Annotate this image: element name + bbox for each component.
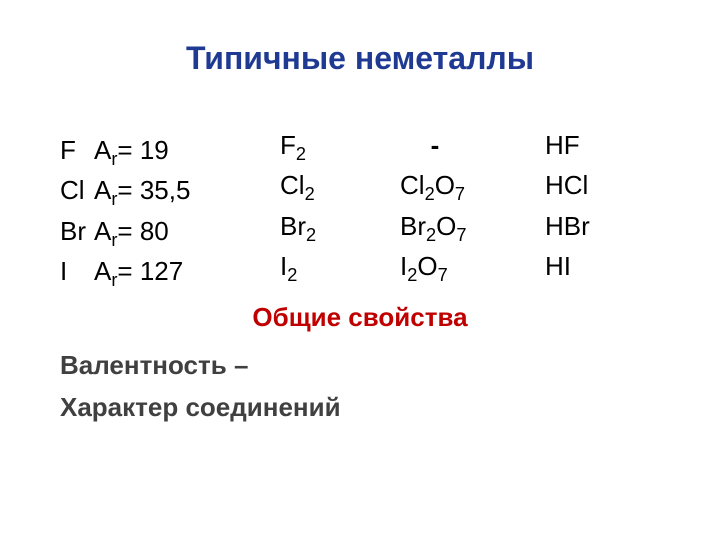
ox-b2: O bbox=[436, 211, 456, 241]
atomic-mass-row: ClAr= 35,5 bbox=[60, 170, 190, 210]
element-symbol: I bbox=[60, 251, 94, 291]
hydride-row: HCl bbox=[545, 165, 590, 205]
molecule-row: I2 bbox=[280, 246, 316, 286]
oxide-row: Cl2O7 bbox=[400, 165, 470, 205]
atomic-mass-row: BrAr= 80 bbox=[60, 211, 190, 251]
mol-base: Br bbox=[280, 211, 306, 241]
subheading: Общие свойства bbox=[0, 302, 720, 333]
slide-title: Типичные неметаллы bbox=[0, 40, 720, 77]
ar-value: 127 bbox=[140, 256, 183, 286]
mol-sub: 2 bbox=[287, 265, 297, 285]
mol-sub: 2 bbox=[296, 144, 306, 164]
mol-sub: 2 bbox=[305, 184, 315, 204]
property-compound-nature: Характер соединений bbox=[60, 392, 341, 423]
molecules-column: F2 Cl2 Br2 I2 bbox=[280, 125, 316, 286]
ar-label-sub: r bbox=[111, 149, 117, 169]
ar-label-sub: r bbox=[111, 270, 117, 290]
ox-s1: 2 bbox=[425, 184, 435, 204]
ar-label-sub: r bbox=[111, 189, 117, 209]
hydride-row: HI bbox=[545, 246, 590, 286]
ar-label-base: A bbox=[94, 256, 111, 286]
mol-sub: 2 bbox=[306, 225, 316, 245]
mol-base: F bbox=[280, 130, 296, 160]
hydrides-column: HF HCl HBr HI bbox=[545, 125, 590, 286]
ox-b1: Cl bbox=[400, 170, 425, 200]
oxide-row: Br2O7 bbox=[400, 206, 470, 246]
ox-s1: 2 bbox=[407, 265, 417, 285]
molecule-row: F2 bbox=[280, 125, 316, 165]
ox-b2: O bbox=[435, 170, 455, 200]
hydride-row: HBr bbox=[545, 206, 590, 246]
ox-b1: Br bbox=[400, 211, 426, 241]
ox-s2: 7 bbox=[455, 184, 465, 204]
oxide-row: - bbox=[400, 125, 470, 165]
element-symbol: F bbox=[60, 130, 94, 170]
atomic-mass-column: FAr= 19 ClAr= 35,5 BrAr= 80 IAr= 127 bbox=[60, 130, 190, 291]
atomic-mass-row: FAr= 19 bbox=[60, 130, 190, 170]
ar-label-sub: r bbox=[111, 230, 117, 250]
ar-label-base: A bbox=[94, 135, 111, 165]
atomic-mass-row: IAr= 127 bbox=[60, 251, 190, 291]
property-valency: Валентность – bbox=[60, 350, 248, 381]
oxides-column: - Cl2O7 Br2O7 I2O7 bbox=[400, 125, 470, 286]
hydride-row: HF bbox=[545, 125, 590, 165]
element-symbol: Br bbox=[60, 211, 94, 251]
ar-value: 19 bbox=[140, 135, 169, 165]
molecule-row: Cl2 bbox=[280, 165, 316, 205]
ox-b2: O bbox=[417, 251, 437, 281]
oxide-dash: - bbox=[400, 125, 470, 165]
ar-label-base: A bbox=[94, 175, 111, 205]
oxide-row: I2O7 bbox=[400, 246, 470, 286]
ar-value: 35,5 bbox=[140, 175, 191, 205]
ar-label-base: A bbox=[94, 216, 111, 246]
ox-s2: 7 bbox=[438, 265, 448, 285]
molecule-row: Br2 bbox=[280, 206, 316, 246]
ox-s1: 2 bbox=[426, 225, 436, 245]
slide: Типичные неметаллы FAr= 19 ClAr= 35,5 Br… bbox=[0, 0, 720, 540]
ox-s2: 7 bbox=[456, 225, 466, 245]
element-symbol: Cl bbox=[60, 170, 94, 210]
ar-value: 80 bbox=[140, 216, 169, 246]
mol-base: Cl bbox=[280, 170, 305, 200]
